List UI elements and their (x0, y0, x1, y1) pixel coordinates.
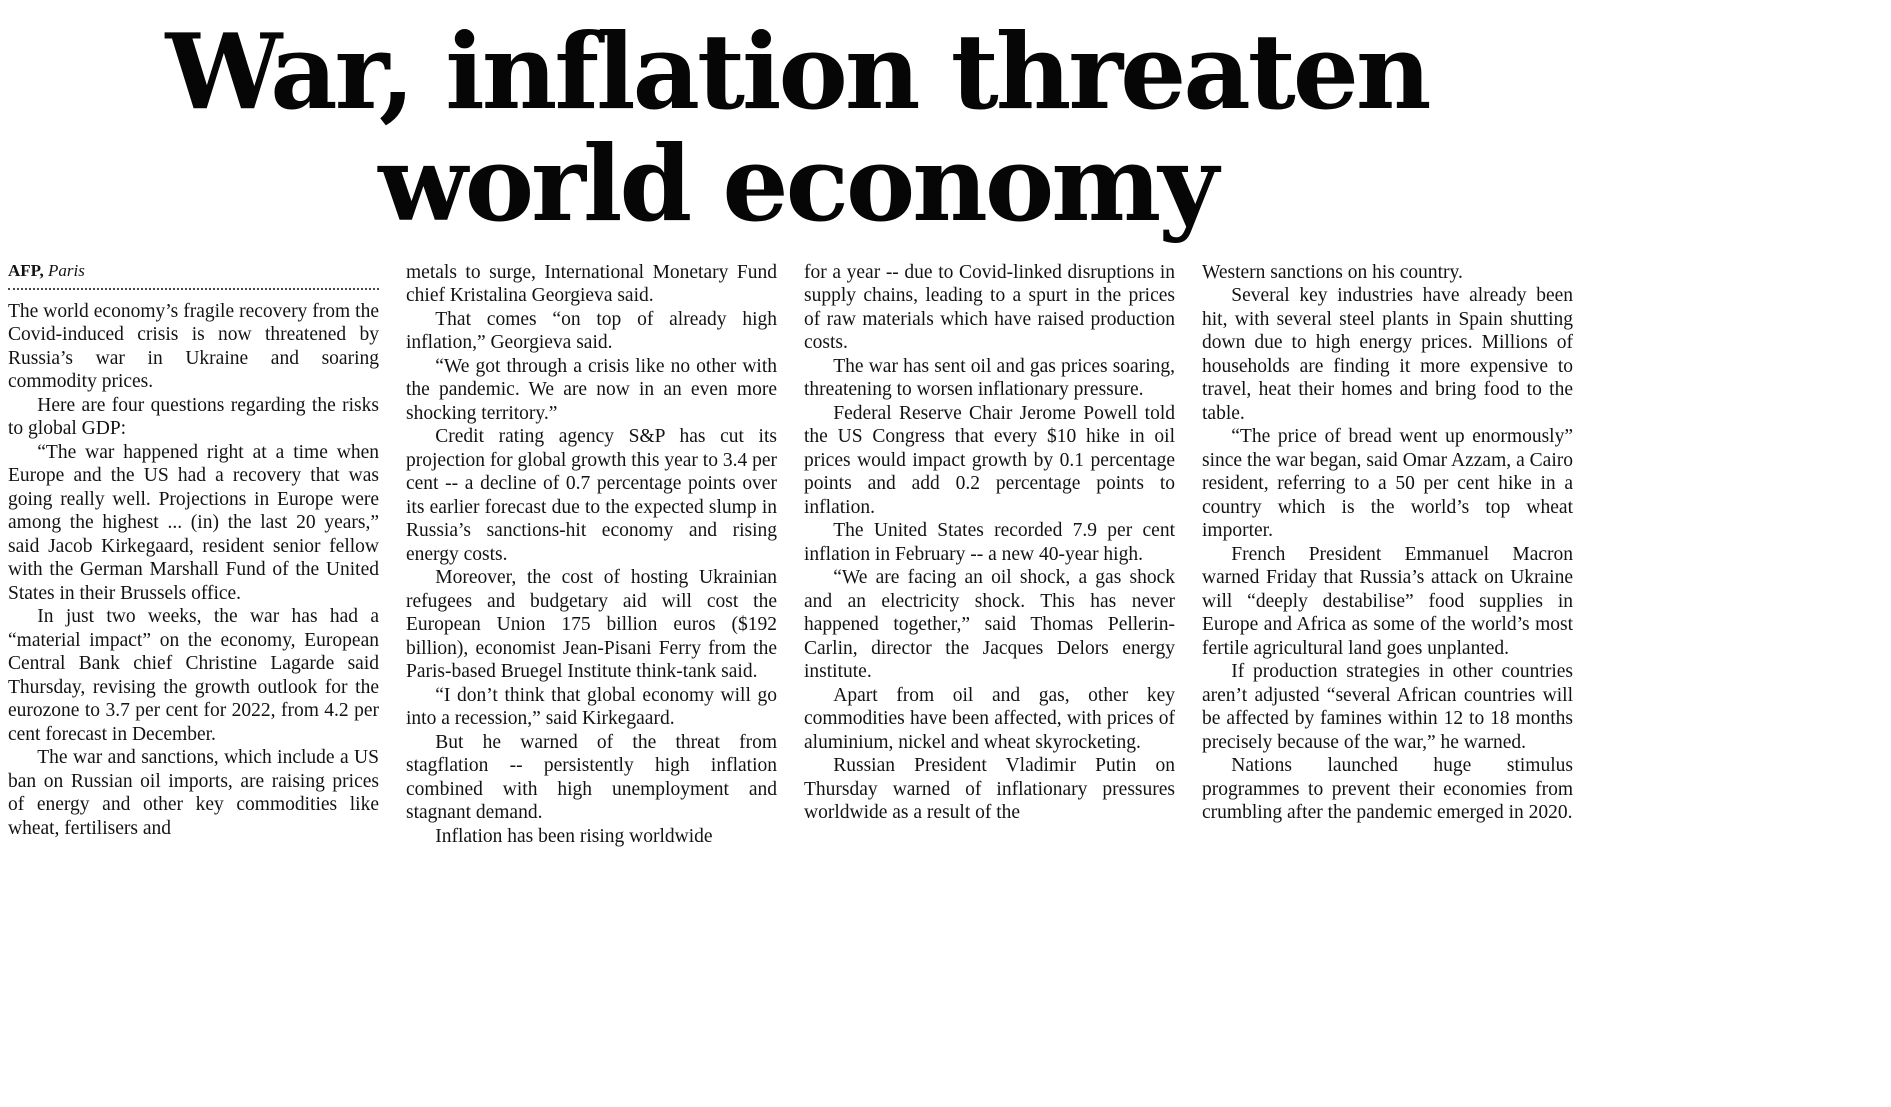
article-body: AFP, Paris The world economy’s fragile r… (8, 261, 1573, 849)
headline: War, inflation threaten world economy (8, 10, 1586, 246)
byline: AFP, Paris (8, 261, 379, 290)
article-paragraph: Nations launched huge stimulus programme… (1202, 755, 1573, 824)
text-column-2: metals to surge, International Monetary … (406, 261, 777, 849)
article-paragraph: metals to surge, International Monetary … (406, 261, 777, 307)
article-paragraph: That comes “on top of already high infla… (406, 308, 777, 354)
article-paragraph: Russian President Vladimir Putin on Thur… (804, 755, 1175, 824)
article-paragraph: Here are four questions regarding the ri… (8, 394, 379, 440)
article-paragraph: “We got through a crisis like no other w… (406, 355, 777, 424)
article-paragraph: Credit rating agency S&P has cut its pro… (406, 426, 777, 565)
article-paragraph: Moreover, the cost of hosting Ukrainian … (406, 567, 777, 683)
text-column-3: for a year -- due to Covid-linked disrup… (804, 261, 1175, 849)
headline-line-2: world economy (378, 122, 1218, 246)
text-column-4: Western sanctions on his country. Severa… (1202, 261, 1573, 849)
byline-agency: AFP, (8, 260, 44, 280)
article-paragraph: The war and sanctions, which include a U… (8, 747, 379, 839)
article-paragraph: Apart from oil and gas, other key commod… (804, 684, 1175, 753)
article-paragraph: Inflation has been rising worldwide (435, 825, 713, 847)
article-paragraph: The United States recorded 7.9 per cent … (804, 520, 1175, 565)
article-paragraph: for a year -- due to Covid-linked disrup… (804, 261, 1175, 354)
article-paragraph: The world economy’s fragile recovery fro… (8, 300, 379, 393)
article-paragraph: French President Emmanuel Macron warned … (1202, 543, 1573, 659)
article-paragraph: Several key industries have already been… (1202, 285, 1573, 424)
newspaper-page: War, inflation threaten world economy AF… (0, 10, 1891, 1107)
article-paragraph: Western sanctions on his country. (1202, 261, 1463, 283)
text-column-1: AFP, Paris The world economy’s fragile r… (8, 261, 379, 849)
article-paragraph: “I don’t think that global economy will … (406, 684, 777, 730)
article-paragraph: “The war happened right at a time when E… (8, 441, 379, 604)
article-paragraph: “We are facing an oil shock, a gas shock… (804, 567, 1175, 683)
article-paragraph: “The price of bread went up enormously” … (1202, 426, 1573, 542)
byline-location: Paris (48, 260, 85, 280)
article-paragraph: In just two weeks, the war has had a “ma… (8, 606, 379, 745)
article-paragraph: If production strategies in other countr… (1202, 661, 1573, 753)
article-paragraph: Federal Reserve Chair Jerome Powell told… (804, 402, 1175, 518)
article-paragraph: But he warned of the threat from stagfla… (406, 731, 777, 824)
headline-line-1: War, inflation threaten (165, 10, 1431, 133)
article-paragraph: The war has sent oil and gas prices soar… (804, 355, 1175, 401)
